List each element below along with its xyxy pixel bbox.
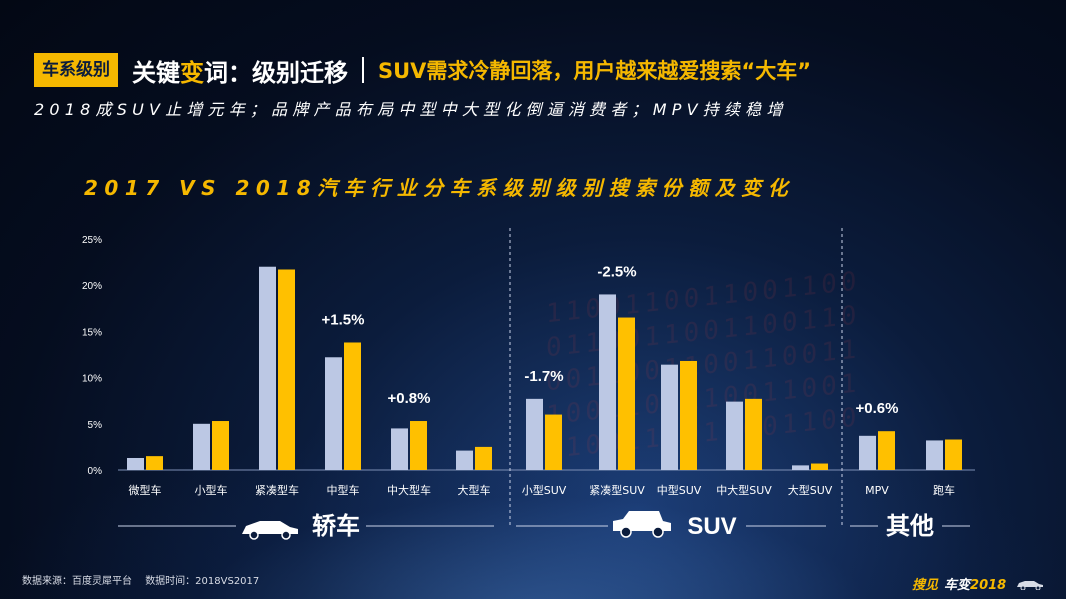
group-label: 轿车 [312,512,360,540]
wheel [620,526,632,538]
x-tick-label: 中大型车 [387,483,431,497]
bar-2018 [146,456,163,470]
bar-2017 [526,398,543,470]
x-tick-label: 大型车 [458,483,491,497]
bar-2017 [127,457,144,470]
x-tick-label: 中型车 [327,483,360,497]
bar-2017 [193,423,210,470]
bar-2017 [456,450,473,470]
change-annotation: -1.7% [524,368,563,385]
bar-2018 [410,421,427,470]
bar-2018 [945,439,962,470]
bar-2017 [726,401,743,470]
subtitle: 2018成SUV止增元年；品牌产品布局中型中大型化倒逼消费者；MPV持续稳增 [34,100,788,119]
category-tag: 车系级别 [34,53,118,87]
suv-car-icon [613,511,671,531]
bar-2017 [391,428,408,470]
bar-2018 [878,431,895,470]
headline-part: 关键 [132,58,180,87]
change-annotation: +0.8% [388,390,431,407]
data-source: 数据来源：百度灵犀平台 [22,576,132,587]
header-divider [362,57,364,83]
y-tick-label: 15% [82,327,102,338]
bar-2018 [344,342,361,470]
change-annotation: -2.5% [597,263,636,280]
group-label: SUV [687,513,736,540]
wheel [281,530,291,540]
x-tick-label: 紧凑型SUV [589,483,645,497]
group-label: 其他 [886,513,934,540]
bar-2018 [680,360,697,470]
y-tick-label: 20% [82,281,102,292]
x-tick-label: 小型车 [195,483,228,497]
bar-2017 [325,357,342,470]
x-tick-label: 大型SUV [788,483,833,497]
chart-title: 2017 VS 2018汽车行业分车系级别级别搜索份额及变化 [84,176,795,200]
bar-2018 [212,421,229,470]
brand-part: 车变 [944,578,971,593]
data-time: 数据时间：2018VS2017 [145,576,260,587]
brand-part: 搜见 [912,578,939,593]
x-tick-label: 微型车 [129,483,162,497]
bar-2017 [599,294,616,470]
bar-2018 [278,269,295,470]
wheel [249,530,259,540]
y-tick-label: 5% [88,420,103,431]
bar-2017 [259,266,276,470]
brand-part: 2018 [970,578,1007,593]
bar-2018 [745,398,762,470]
wheel [652,526,664,538]
headline: 关键变词：级别迁移 [132,53,348,88]
header: 车系级别 关键变词：级别迁移 SUV需求冷静回落，用户越来越爱搜索“大车” [34,52,811,88]
y-tick-label: 0% [88,466,103,477]
car-icon [1016,581,1043,591]
x-tick-label: 中大型SUV [716,483,772,497]
headline-emphasis: 变 [180,58,204,87]
x-tick-label: MPV [865,484,889,497]
bar-2017 [792,465,809,470]
bar-2018 [811,463,828,470]
headline-right: SUV需求冷静回落，用户越来越爱搜索“大车” [378,59,812,83]
x-tick-label: 小型SUV [522,483,567,497]
footer: 数据来源：百度灵犀平台 数据时间：2018VS2017 [22,572,259,587]
x-tick-label: 跑车 [933,483,955,497]
headline-part: 词：级别迁移 [204,58,348,87]
bar-2018 [618,317,635,470]
bar-2017 [859,435,876,470]
change-annotation: +1.5% [322,311,365,328]
bar-2018 [475,446,492,470]
bar-2017 [661,364,678,470]
bar-2017 [926,440,943,470]
y-tick-label: 10% [82,374,102,385]
change-annotation: +0.6% [856,400,899,417]
bar-2018 [545,414,562,470]
x-tick-label: 中型SUV [657,483,702,497]
y-tick-label: 25% [82,235,102,246]
x-tick-label: 紧凑型车 [255,483,299,497]
brand-logo: 搜见 车变2018 [912,574,1043,593]
